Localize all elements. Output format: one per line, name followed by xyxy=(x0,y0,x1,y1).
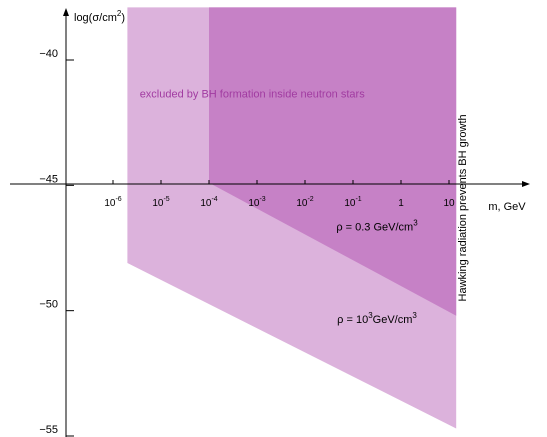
y-tick-label: −40 xyxy=(39,48,58,60)
x-tick-label: 10-2 xyxy=(296,196,313,209)
y-axis-label: log(σ/cm2) xyxy=(74,9,125,24)
annotation-3: ρ = 103GeV/cm3 xyxy=(337,311,417,326)
y-tick-label: −45 xyxy=(39,173,58,185)
y-tick-label: −55 xyxy=(39,424,58,436)
x-tick-label: 10-5 xyxy=(152,196,169,209)
x-tick-label: 10-4 xyxy=(200,196,217,209)
x-tick-label: 10-6 xyxy=(104,196,121,209)
annotation-4: Hawking radiation prevents BH growth xyxy=(457,114,469,301)
y-ticks: −40 −45 −50 −55 xyxy=(39,48,74,437)
y-axis-arrow xyxy=(63,8,69,16)
x-tick-label: 1 xyxy=(398,198,404,209)
x-ticks: 10-6 10-5 10-4 10-3 10-2 10-1 1 10 xyxy=(104,180,455,209)
x-tick-label: 10-1 xyxy=(344,196,361,209)
x-tick-label: 10-3 xyxy=(248,196,265,209)
excluded-region-2 xyxy=(209,7,457,316)
x-axis-arrow xyxy=(522,181,530,187)
axes xyxy=(10,8,530,437)
x-axis-label: m, GeV xyxy=(488,201,526,213)
annotation-2: ρ = 0.3 GeV/cm3 xyxy=(336,218,418,233)
annotations: excluded by BH formation inside neutron … xyxy=(140,89,469,327)
y-tick-label: −50 xyxy=(39,299,58,311)
x-tick-label: 10 xyxy=(443,198,455,209)
excluded-regions xyxy=(127,7,457,429)
annotation-1: excluded by BH formation inside neutron … xyxy=(140,89,366,101)
